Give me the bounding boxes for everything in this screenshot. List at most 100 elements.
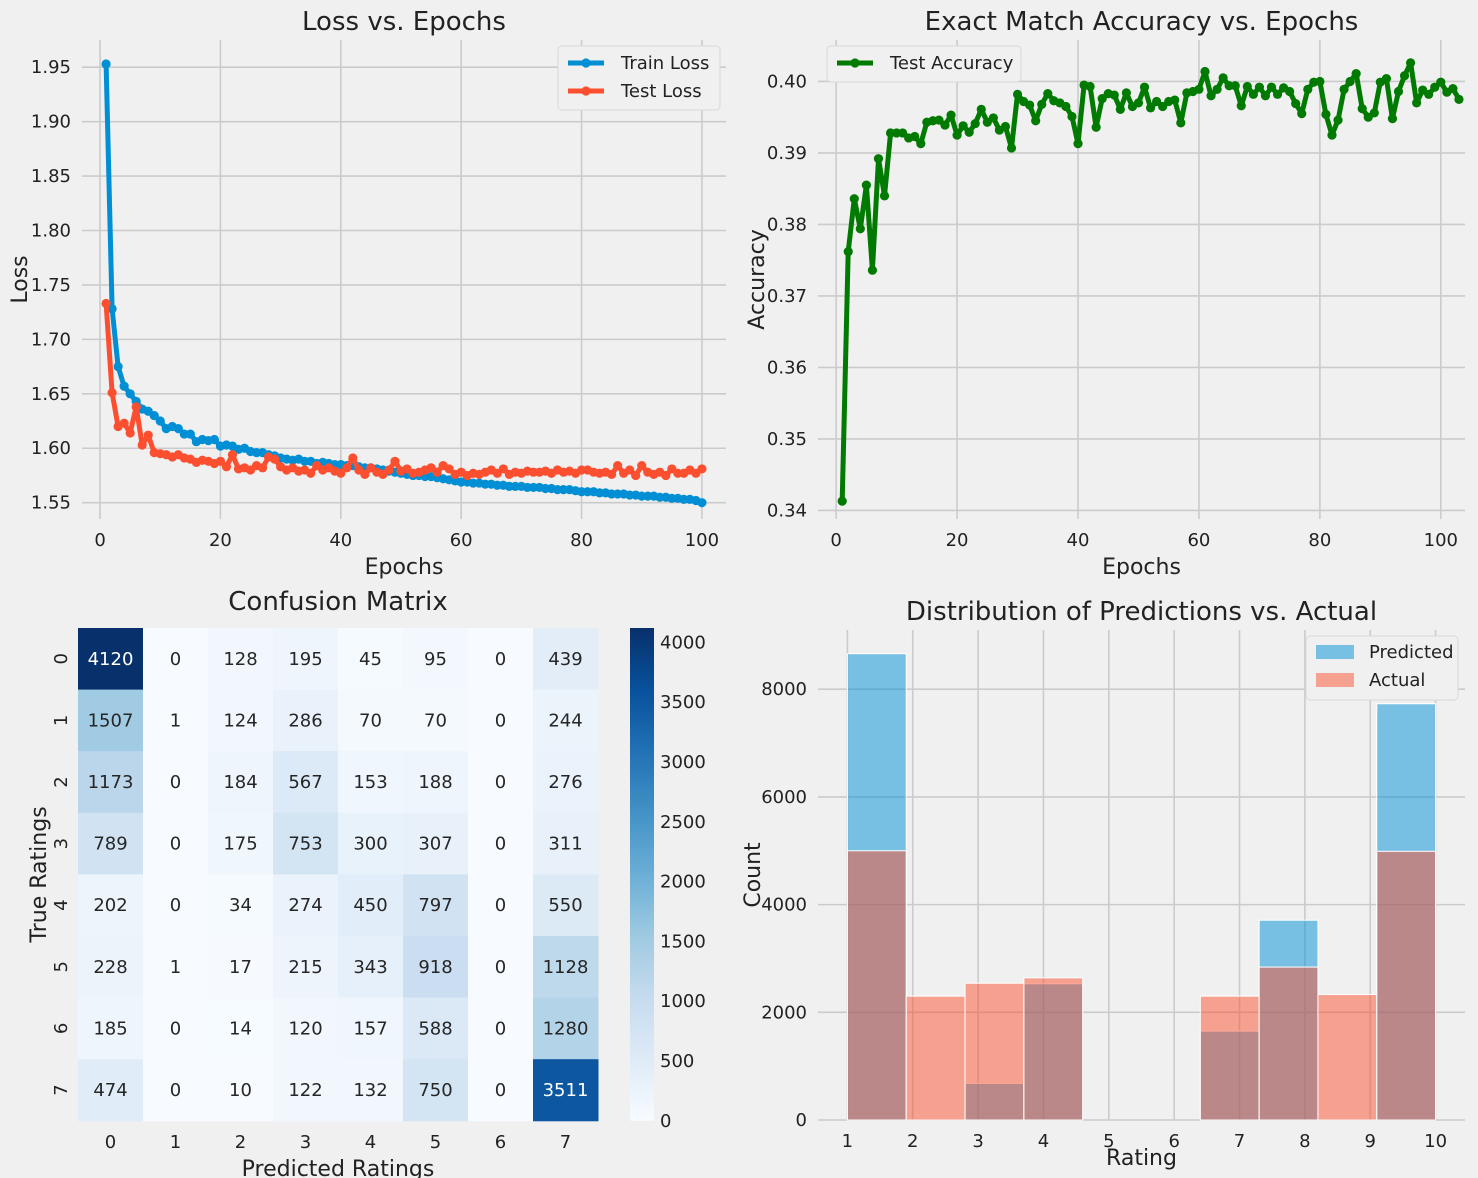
cell-value: 0: [170, 834, 181, 855]
data-point: [1206, 91, 1216, 101]
cell-value: 184: [223, 772, 257, 793]
heatmap-cell: [143, 812, 209, 875]
plot-area: [818, 40, 1465, 519]
data-point: [1091, 122, 1101, 132]
data-point: [1345, 76, 1355, 87]
heatmap-cell: [273, 1059, 339, 1122]
x-tick-label: 1: [842, 1131, 853, 1152]
cell-value: 474: [93, 1080, 127, 1101]
heatmap-cell: [78, 936, 144, 999]
data-point: [107, 388, 117, 398]
data-point: [1405, 58, 1416, 68]
y-tick-label: 0.37: [767, 286, 807, 307]
data-point: [1369, 108, 1379, 118]
heatmap-cell: [143, 1059, 209, 1122]
histogram-bar: [1023, 977, 1084, 1121]
legend-label: Test Loss: [620, 81, 702, 102]
data-point: [1115, 104, 1125, 114]
heatmap-cell: [143, 874, 209, 937]
cell-value: 10: [229, 1080, 252, 1101]
cell-value: 157: [353, 1018, 387, 1039]
data-point: [137, 440, 147, 450]
x-tick-label: 6: [1168, 1131, 1179, 1152]
data-point: [964, 127, 974, 137]
data-point: [867, 265, 878, 275]
y-tick-label: 3: [51, 838, 72, 849]
y-tick-label: 7: [51, 1084, 72, 1095]
legend-marker: [581, 86, 591, 96]
heatmap-cell: [273, 874, 339, 937]
data-point: [873, 154, 884, 164]
cell-value: 0: [495, 957, 506, 978]
cell-value: 797: [418, 895, 452, 916]
legend-box: [826, 45, 1022, 83]
heatmap-cell: [338, 689, 404, 752]
cell-value: 439: [548, 649, 582, 670]
x-tick-label: 6: [495, 1132, 506, 1153]
data-point: [1424, 89, 1434, 99]
data-point: [1006, 143, 1017, 153]
y-tick-label: 1.65: [31, 384, 71, 405]
legend-swatch: [1316, 645, 1354, 659]
heatmap-cell: [338, 751, 404, 814]
data-point: [1200, 66, 1210, 77]
heatmap-cell: [78, 874, 144, 937]
cell-value: 45: [359, 649, 382, 670]
y-tick-label: 1.90: [31, 112, 71, 133]
data-point: [1194, 84, 1204, 94]
data-point: [131, 402, 141, 412]
histogram-bar: [1317, 994, 1378, 1121]
x-tick-label: 3: [972, 1131, 983, 1152]
cell-value: 202: [93, 895, 127, 916]
heatmap-cell: [143, 936, 209, 999]
data-point: [1212, 84, 1222, 94]
x-tick-label: 5: [1103, 1131, 1114, 1152]
heatmap-cell: [78, 812, 144, 875]
y-tick-label: 0.34: [767, 500, 807, 521]
cell-value: 300: [353, 834, 387, 855]
data-point: [1381, 74, 1391, 84]
y-axis-label: Accuracy: [745, 229, 770, 329]
data-point: [1139, 82, 1150, 92]
histogram-bar: [1376, 850, 1437, 1121]
heatmap-cell: [273, 812, 339, 875]
cell-value: 274: [288, 895, 322, 916]
data-point: [697, 498, 707, 508]
colorbar-tick-label: 1500: [660, 931, 706, 952]
cell-value: 276: [548, 772, 582, 793]
heatmap-cell: [273, 936, 339, 999]
data-point: [215, 456, 226, 466]
x-tick-label: 10: [1424, 1131, 1447, 1152]
cell-value: 307: [418, 834, 452, 855]
data-point: [173, 424, 183, 434]
heatmap-cell: [208, 628, 274, 691]
data-point: [946, 110, 956, 120]
data-point: [855, 224, 865, 234]
cell-value: 3511: [543, 1080, 589, 1101]
colorbar-tick-label: 3000: [660, 752, 706, 773]
data-point: [613, 461, 623, 471]
legend-marker: [581, 58, 591, 68]
data-point: [1012, 89, 1023, 99]
histogram-bar: [905, 995, 966, 1121]
x-tick-label: 7: [560, 1132, 571, 1153]
data-point: [898, 128, 908, 138]
data-point: [336, 468, 346, 478]
y-axis-label: Loss: [8, 255, 33, 303]
data-point: [1357, 104, 1367, 114]
data-point: [1430, 82, 1440, 92]
data-point: [1393, 86, 1404, 97]
data-point: [227, 450, 238, 460]
cell-value: 153: [353, 772, 387, 793]
heatmap-cell: [468, 751, 534, 814]
cell-value: 918: [418, 957, 452, 978]
data-point: [1285, 86, 1295, 97]
heatmap-cell: [273, 689, 339, 752]
heatmap-cell: [143, 689, 209, 752]
chart-title: Loss vs. Epochs: [302, 7, 506, 37]
data-point: [444, 464, 454, 474]
heatmap-cell: [143, 628, 209, 691]
heatmap-cell: [208, 997, 274, 1060]
cell-value: 0: [495, 834, 506, 855]
data-point: [1297, 109, 1307, 119]
